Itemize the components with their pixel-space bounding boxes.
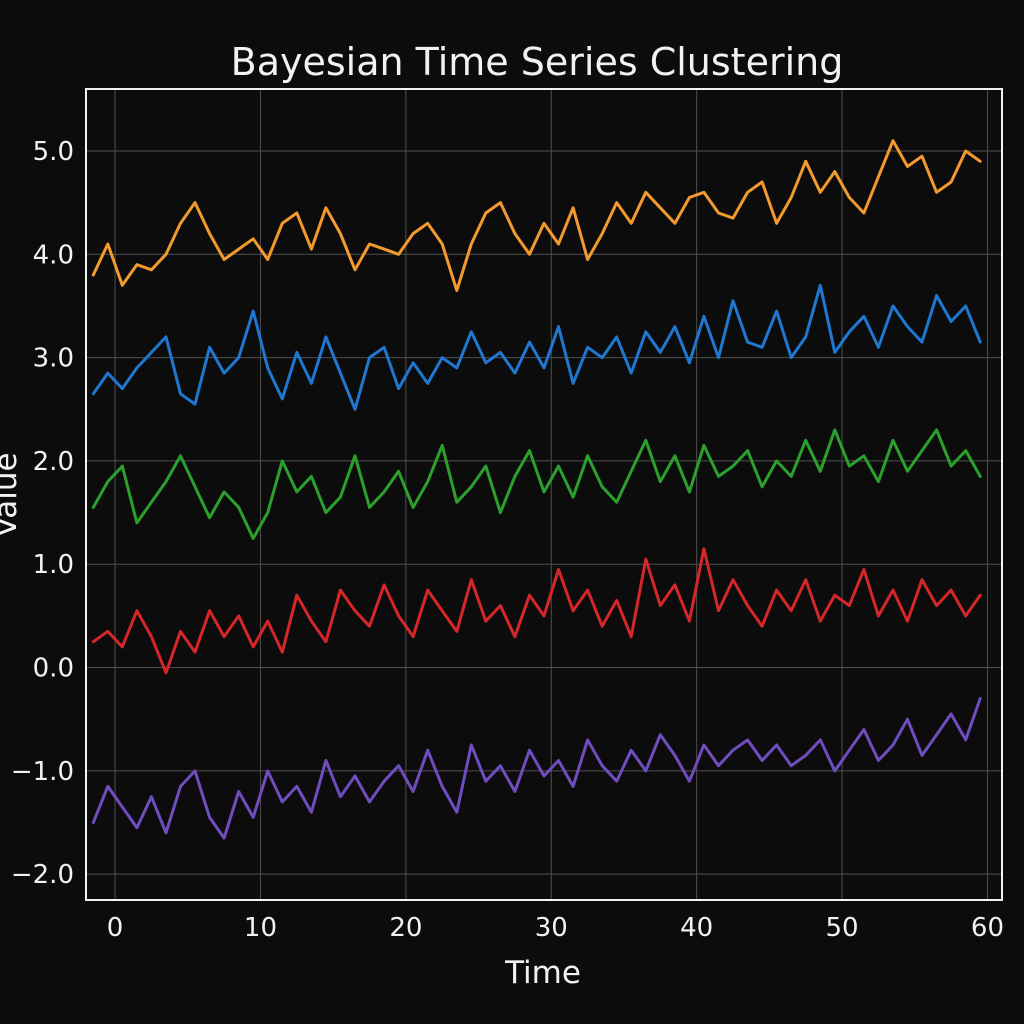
x-tick-label: 60 bbox=[971, 913, 1004, 943]
x-tick-label: 20 bbox=[389, 913, 422, 943]
y-tick-label: 4.0 bbox=[33, 240, 74, 270]
series-line-5 bbox=[91, 697, 982, 840]
x-tick-label: 10 bbox=[244, 913, 277, 943]
y-tick-label: 3.0 bbox=[33, 344, 74, 374]
grid-layer bbox=[86, 89, 1002, 900]
y-tick-label: 5.0 bbox=[33, 137, 74, 167]
x-tick-label: 50 bbox=[826, 913, 859, 943]
y-tick-label: 1.0 bbox=[33, 550, 74, 580]
plot-frame bbox=[85, 88, 1003, 901]
series-line-2 bbox=[91, 283, 982, 411]
series-line-1 bbox=[91, 139, 982, 292]
x-tick-label: 30 bbox=[535, 913, 568, 943]
y-tick-label: 0.0 bbox=[33, 654, 74, 684]
x-tick-label: 40 bbox=[680, 913, 713, 943]
y-tick-label: −1.0 bbox=[11, 757, 74, 787]
y-axis-label: Value bbox=[0, 452, 24, 537]
tick-layer: 0 10 20 30 40 50 60 −2.0 −1.0 0.0 1.0 2.0 3.0 4.0 5.0 bbox=[11, 137, 1004, 943]
series-layer bbox=[91, 139, 982, 840]
y-tick-label: −2.0 bbox=[11, 860, 74, 890]
y-tick-label: 2.0 bbox=[33, 447, 74, 477]
series-line-3 bbox=[91, 428, 982, 540]
series-line-4 bbox=[91, 547, 982, 675]
chart-title: Bayesian Time Series Clustering bbox=[231, 40, 844, 84]
x-tick-label: 0 bbox=[107, 913, 124, 943]
x-axis-label: Time bbox=[504, 955, 581, 991]
